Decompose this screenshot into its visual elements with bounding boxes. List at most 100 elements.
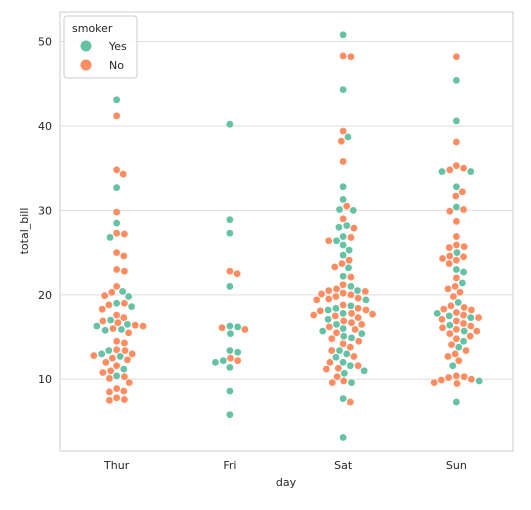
data-point-no	[124, 329, 133, 337]
data-point-no	[459, 164, 468, 172]
data-point-no	[430, 378, 438, 387]
data-point-no	[339, 215, 347, 223]
data-point-yes	[466, 313, 475, 322]
data-point-no	[460, 303, 468, 312]
data-point-no	[339, 339, 347, 348]
data-point-yes	[349, 206, 358, 215]
data-point-no	[105, 301, 113, 309]
data-point-no	[120, 372, 129, 381]
y-tick-label: 30	[38, 204, 52, 217]
data-point-yes	[324, 315, 332, 324]
data-point-no	[445, 243, 453, 252]
data-point-no	[445, 252, 454, 260]
data-point-no	[452, 232, 461, 241]
data-point-no	[334, 364, 343, 373]
data-point-yes	[211, 358, 220, 367]
data-point-yes	[339, 30, 347, 39]
data-point-yes	[226, 363, 234, 372]
data-point-no	[459, 253, 468, 261]
data-point-no	[309, 311, 318, 319]
data-point-yes	[106, 316, 115, 324]
data-point-yes	[118, 287, 127, 296]
data-point-yes	[112, 96, 121, 104]
data-point-no	[112, 361, 121, 370]
data-point-no	[438, 315, 446, 324]
legend-label-yes: Yes	[108, 40, 127, 53]
data-point-yes	[226, 346, 234, 355]
data-point-no	[453, 379, 461, 388]
data-point-no	[100, 291, 109, 300]
data-point-no	[325, 323, 334, 331]
data-point-no	[119, 170, 128, 178]
data-point-no	[112, 166, 121, 174]
data-point-no	[462, 346, 470, 355]
data-point-no	[339, 301, 347, 309]
data-point-no	[452, 325, 461, 334]
data-point-yes	[120, 365, 128, 373]
data-point-yes	[353, 286, 362, 295]
data-point-yes	[112, 372, 121, 380]
data-point-no	[354, 337, 363, 346]
data-point-yes	[106, 233, 114, 242]
data-point-no	[105, 388, 114, 396]
data-point-no	[330, 263, 339, 271]
data-point-yes	[345, 246, 353, 254]
data-point-no	[452, 241, 461, 249]
data-point-no	[444, 285, 452, 293]
data-point-no	[474, 313, 483, 322]
y-axis-label: total_bill	[18, 208, 31, 255]
data-point-yes	[357, 329, 366, 338]
data-point-no	[120, 252, 128, 260]
data-point-no	[439, 305, 448, 313]
data-point-no	[332, 292, 340, 301]
data-point-no	[337, 137, 346, 145]
x-tick-label: Fri	[223, 459, 236, 472]
data-point-no	[350, 352, 358, 361]
legend-marker-no	[80, 59, 92, 71]
data-point-yes	[226, 282, 234, 291]
data-point-no	[351, 325, 359, 334]
data-point-no	[347, 318, 356, 327]
data-point-yes	[116, 352, 125, 361]
data-point-yes	[452, 76, 461, 85]
data-point-no	[112, 384, 121, 393]
data-point-no	[451, 192, 460, 200]
data-point-no	[105, 396, 114, 405]
data-point-no	[109, 324, 117, 333]
data-point-no	[447, 301, 455, 310]
x-tick-label: Sat	[334, 459, 353, 472]
data-point-yes	[226, 329, 235, 338]
data-point-yes	[93, 322, 101, 330]
data-point-no	[347, 291, 355, 299]
data-point-yes	[344, 263, 353, 272]
data-point-no	[350, 224, 358, 232]
y-tick-label: 40	[38, 120, 52, 133]
data-point-no	[354, 294, 362, 302]
data-point-no	[451, 350, 459, 358]
data-point-no	[98, 305, 107, 313]
data-point-no	[339, 52, 347, 60]
data-point-no	[472, 327, 481, 335]
data-point-no	[327, 334, 336, 343]
data-point-no	[354, 304, 362, 313]
data-point-yes	[339, 195, 347, 204]
data-point-yes	[453, 248, 461, 257]
data-point-yes	[475, 377, 483, 385]
data-point-no	[120, 339, 129, 347]
data-point-yes	[339, 358, 347, 367]
data-point-no	[362, 306, 370, 314]
data-point-no	[339, 317, 348, 325]
data-point-no	[112, 208, 121, 216]
data-point-no	[108, 288, 116, 297]
data-point-yes	[362, 296, 370, 304]
data-point-no	[114, 318, 122, 327]
legend-marker-yes	[80, 40, 92, 52]
data-point-yes	[452, 265, 461, 274]
data-point-yes	[452, 203, 461, 211]
data-point-no	[120, 299, 129, 308]
data-point-no	[447, 340, 456, 349]
data-point-no	[112, 337, 121, 346]
data-point-no	[218, 323, 226, 332]
data-point-no	[121, 346, 129, 355]
data-point-no	[342, 202, 351, 210]
